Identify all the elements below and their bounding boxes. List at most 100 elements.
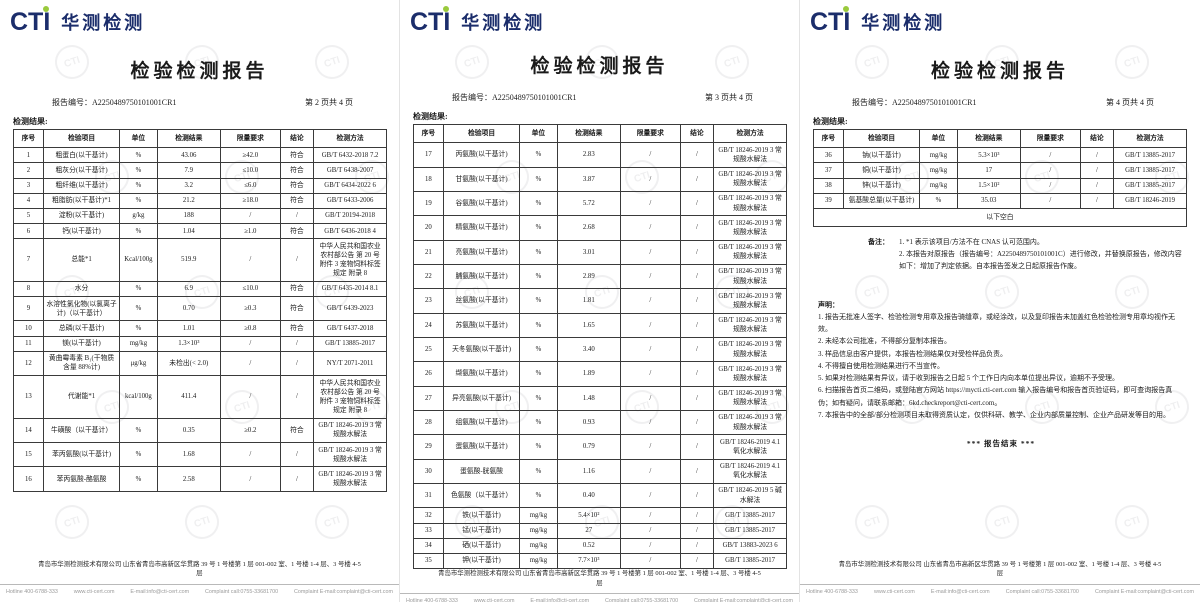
column-header: 检测结果 [556, 123, 621, 144]
table-row: 14 牛磺酸（以干基计）% 0.35 ≥0.2 符合 GB/T 18246-2019 3 … [13, 417, 387, 444]
table-cell: / [219, 350, 281, 377]
table-cell: 符合 [279, 417, 315, 444]
table-cell: 29 [413, 434, 444, 460]
contact-bar: Hotline 400-6788-333 www.cti-cert.com E-ma… [400, 593, 799, 602]
table-cell: GB/T 6436-2018 4 [313, 223, 387, 240]
table-cell: % [119, 162, 158, 179]
column-header: 检验项目 [42, 128, 121, 149]
company-address: 青岛市华测检测技术有限公司 山东省青岛市高新区华贯路 39 号 1 号楼第 1 … [838, 560, 1162, 578]
table-cell: / [1019, 192, 1081, 209]
table-cell: 13 [13, 375, 44, 419]
table-cell: 硒(以干基计) [442, 537, 521, 554]
table-cell: GB/T 18246-2019 3 常规酸水解法 [713, 239, 787, 265]
table-cell: % [519, 434, 558, 460]
brand-name-cn: 华测检测 [61, 13, 146, 33]
table-cell: 钾(以干基计) [442, 552, 521, 570]
table-cell: % [119, 296, 158, 322]
table-cell: GB/T 18246-2019 3 常规酸水解法 [313, 417, 387, 444]
table-row: 20 精氨酸(以干基计)% 2.68// GB/T 18246-2019 3 常规酸水… [413, 215, 787, 241]
table-cell: 镁(以干基计) [42, 335, 121, 352]
table-cell: 代谢能*1 [42, 375, 121, 419]
table-cell: / [619, 142, 681, 168]
table-cell: / [279, 335, 315, 352]
table-cell: 3 [13, 177, 44, 194]
cti-logo-dot-icon [43, 6, 50, 12]
text-line: Hotline 400-6788-333 [806, 589, 858, 595]
text-line: 2. 未经本公司批准，不得部分复制本报告。 [818, 337, 951, 346]
table-cell: GB/T 13885-2017 [713, 552, 787, 570]
table-cell: / [1079, 162, 1115, 179]
text-line: E-mail:info@cti-cert.com [130, 589, 190, 595]
table-row: 17 丙氨酸(以干基计)% 2.83// GB/T 18246-2019 3 常规酸水… [413, 142, 787, 168]
table-row: 34 硒(以干基计) mg/kg 0.52// GB/T 13883-2023 6 [413, 537, 787, 554]
table-cell: 钙(以干基计) [42, 223, 121, 240]
table-cell: % [119, 223, 158, 240]
table-cell: 1.3×10³ [156, 335, 221, 352]
table-cell: / [679, 336, 715, 363]
report-number-value: A2250489750101001CR1 [92, 98, 177, 107]
table-cell: % [519, 409, 558, 436]
table-cell: / [679, 409, 715, 436]
table-cell: GB/T 18246-2019 4.1 氧化水解法 [713, 434, 787, 460]
table-row: 8 水分% 6.9 ≤10.0 符合 GB/T 6435-2014 8.1 [13, 280, 387, 298]
page-title: 检验检测报告 [930, 61, 1069, 82]
table-cell: Kcal/100g [119, 238, 158, 282]
cti-logo-dot-icon [443, 6, 450, 12]
results-table: 序号 检验项目 单位 检测结果 限量要求 结论 检测方法 17 丙氨酸(以干基计)% 2.83//… [413, 123, 787, 570]
table-cell: / [279, 350, 315, 377]
table-cell: / [1079, 177, 1115, 194]
table-cell: 1.5×10² [956, 177, 1021, 194]
table-cell: 7.9 [156, 162, 221, 179]
table-cell: 7.7×10³ [556, 552, 621, 570]
text-line: www.cti-cert.com [873, 589, 915, 595]
table-cell: 1.68 [156, 442, 221, 468]
table-cell: GB/T 13885-2017 [1113, 147, 1187, 164]
table-cell: 5 [13, 207, 44, 225]
table-cell: / [679, 361, 715, 387]
contact-bar: Hotline 400-6788-333 www.cti-cert.com E-ma… [800, 584, 1200, 602]
table-cell: 32 [413, 507, 444, 524]
table-cell: 2.83 [556, 142, 621, 168]
table-cell: 3.40 [556, 336, 621, 363]
table-cell: % [519, 239, 558, 265]
table-cell: / [679, 166, 715, 192]
company-address: 青岛市华测检测技术有限公司 山东省青岛市高新区华贯路 39 号 1 号楼第 1 … [438, 570, 761, 587]
table-cell: 牛磺酸（以干基计） [42, 417, 121, 444]
table-cell: / [619, 336, 681, 363]
table-cell: / [679, 215, 715, 241]
table-cell: 31 [413, 482, 444, 509]
table-header-row: 序号 检验项目 单位 检测结果 限量要求 结论 检测方法 [813, 128, 1187, 149]
table-cell: GB/T 18246-2019 3 常规酸水解法 [713, 409, 787, 436]
table-row: 10 总磷(以干基计)% 1.01 ≥0.8 符合 GB/T 6437-2018 [13, 320, 387, 337]
table-row: 5 淀粉(以干基计) g/kg 188// GB/T 20194-2018 [13, 207, 387, 225]
table-cell: 1.01 [156, 320, 221, 337]
table-row: 18 甘氨酸(以干基计)% 3.87// GB/T 18246-2019 3 常规酸水… [413, 166, 787, 192]
results-label: 检测结果: [813, 117, 848, 126]
table-cell: GB/T 18246-2019 3 常规酸水解法 [313, 442, 387, 468]
table-cell: 6.9 [156, 280, 221, 298]
table-cell: 519.9 [156, 238, 221, 282]
table-cell: 14 [13, 417, 44, 444]
table-cell: 天冬氨酸(以干基计) [442, 336, 521, 363]
text-line: 7. 本报告中的全部/部分检测项目未取得资质认定，仅供科研、教学、企业内部质量控… [818, 410, 1170, 419]
table-cell: 谷氨酸(以干基计) [442, 190, 521, 217]
table-row: 33 锰(以干基计) mg/kg 27// GB/T 13885-2017 [413, 522, 787, 539]
table-row: 15 苯丙氨酸(以干基计)% 1.68// GB/T 18246-2019 3 常规酸… [13, 442, 387, 468]
report-number-label: 报告编号： [52, 98, 92, 107]
table-cell: / [619, 507, 681, 524]
table-cell: 0.52 [556, 537, 621, 554]
table-cell: / [679, 263, 715, 290]
table-cell: % [519, 482, 558, 509]
table-cell: 2.68 [556, 215, 621, 241]
column-header: 检测方法 [313, 128, 387, 149]
results-label: 检测结果: [413, 112, 448, 121]
blank-row-cell: 以下空白 [813, 207, 1187, 228]
table-row: 23 丝氨酸(以干基计)% 1.81// GB/T 18246-2019 3 常规酸水… [413, 288, 787, 314]
column-header: 检测方法 [713, 123, 787, 144]
table-cell: 1.81 [556, 288, 621, 314]
table-cell: / [619, 288, 681, 314]
table-cell: GB/T 18246-2019 4.1 氧化水解法 [713, 458, 787, 484]
column-header: 检验项目 [442, 123, 521, 144]
text-line: 5. 如果对检测结果有异议，请于收到报告之日起 5 个工作日内向本单位提出异议，… [818, 374, 1119, 383]
page-marker: 第 2 页共 4 页 [305, 98, 353, 107]
